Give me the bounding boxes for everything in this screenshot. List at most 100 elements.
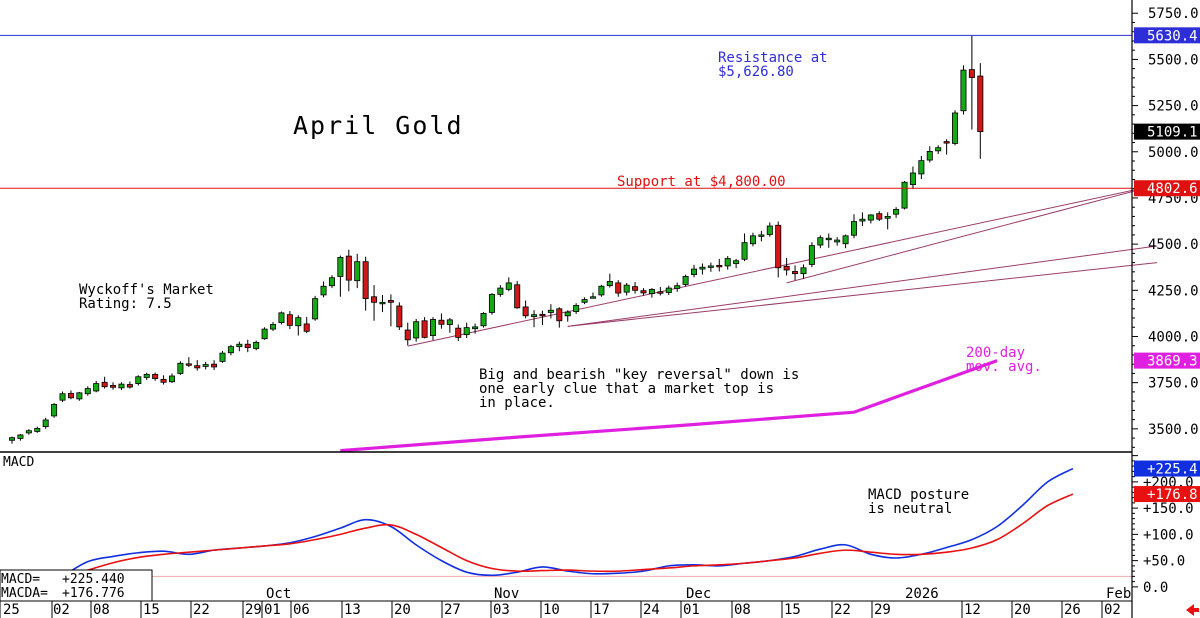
candle <box>531 310 538 328</box>
candle-body <box>674 285 681 289</box>
support-price-tag: 4802.6 <box>1134 180 1200 197</box>
candle <box>152 372 159 381</box>
candle <box>825 233 832 248</box>
month-label: 2026 <box>905 586 939 602</box>
date-label: 25 <box>3 602 20 618</box>
moving-average-label-line1: 200-day <box>966 345 1025 361</box>
candle-body <box>480 312 487 327</box>
date-label: 01 <box>683 602 700 618</box>
candle <box>8 436 15 444</box>
resistance-label-line1: Resistance at <box>718 50 828 66</box>
candle-body <box>455 327 462 338</box>
candle <box>110 382 117 390</box>
candle <box>851 214 858 239</box>
candle <box>800 264 807 279</box>
candle-body <box>960 69 967 112</box>
candle-body <box>606 281 613 287</box>
price-axis: 5750.05500.05250.05000.04750.04500.04250… <box>1131 0 1199 618</box>
macd-value-tag-box <box>1134 460 1200 477</box>
candle <box>615 280 622 297</box>
candle <box>691 264 698 278</box>
candle-body <box>354 261 361 282</box>
resistance-label-line2: $5,626.80 <box>718 64 794 80</box>
candle <box>606 273 613 288</box>
macda-value-tag-text: +176.8 <box>1147 487 1198 503</box>
candle <box>135 375 142 386</box>
candle-body <box>615 282 622 294</box>
candle-body <box>859 218 866 222</box>
candle <box>396 302 403 331</box>
candle <box>674 282 681 292</box>
candle-body <box>177 362 184 374</box>
candle-body <box>573 305 580 312</box>
candle-body <box>808 245 815 265</box>
candle <box>547 304 554 319</box>
candle <box>168 373 175 384</box>
candle-body <box>253 341 260 349</box>
candle <box>968 35 975 130</box>
macd-value-tag: +225.4 <box>1134 460 1200 478</box>
candle-body <box>93 383 100 392</box>
candle <box>202 361 209 370</box>
macd-tick-label: +50.0 <box>1143 554 1185 570</box>
support-label: Support at $4,800.00 <box>617 174 786 190</box>
candle-body <box>67 392 74 399</box>
candle-body <box>724 258 731 267</box>
candle-body <box>817 237 824 246</box>
candle-body <box>800 267 807 275</box>
candle-body <box>758 234 765 237</box>
date-label: 27 <box>444 602 461 618</box>
candle <box>775 221 782 278</box>
candle-body <box>463 327 470 336</box>
candle <box>328 275 335 289</box>
candle <box>25 429 32 435</box>
date-label: 15 <box>143 602 160 618</box>
candle-body <box>101 381 108 388</box>
price-tags: 5630.4 5109.1 4802.6 3869.3 +225.4 +176.8 <box>1134 27 1200 503</box>
candle-body <box>556 308 563 322</box>
candle <box>413 318 420 342</box>
macd-axis: +200.0+150.0+100.0+50.00.0 <box>1132 455 1194 596</box>
candle-body <box>42 419 49 428</box>
candle <box>665 285 672 295</box>
candle <box>724 256 731 270</box>
candle <box>632 281 639 294</box>
date-label: 02 <box>1104 602 1121 618</box>
macd-tick-label: 0.0 <box>1143 580 1168 596</box>
candle <box>126 381 133 389</box>
trendline-1 <box>407 184 1158 347</box>
candle <box>522 300 529 319</box>
candle <box>573 303 580 314</box>
resistance-price-tag-text: 5630.4 <box>1147 28 1198 44</box>
candle-body <box>261 328 268 340</box>
candle <box>876 211 883 222</box>
candle <box>253 340 260 351</box>
candle-body <box>84 388 91 395</box>
moving-average-line <box>340 359 998 453</box>
candle-body <box>126 384 133 388</box>
candle-body <box>76 392 83 400</box>
candle <box>581 297 588 305</box>
candle-body <box>236 343 243 348</box>
candle-body <box>328 277 335 287</box>
candle-body <box>640 290 647 294</box>
candle-body <box>202 364 209 367</box>
candle <box>270 322 277 331</box>
candle <box>51 402 58 418</box>
candle-body <box>691 268 698 276</box>
moving-average-label-line2: mov. avg. <box>966 359 1042 375</box>
scroll-left-arrow-icon[interactable] <box>1186 604 1199 616</box>
date-label: 24 <box>643 602 660 618</box>
candle-body <box>118 383 125 389</box>
candle <box>867 214 874 224</box>
candle-body <box>34 428 41 432</box>
candle-body <box>303 323 310 332</box>
candle <box>808 242 815 268</box>
trendline-2 <box>567 245 1158 327</box>
candle <box>834 237 841 246</box>
macda-line <box>62 493 1074 578</box>
candle <box>295 315 302 336</box>
price-panel <box>0 4 1132 451</box>
candle <box>337 255 344 297</box>
candle-body <box>278 312 285 324</box>
